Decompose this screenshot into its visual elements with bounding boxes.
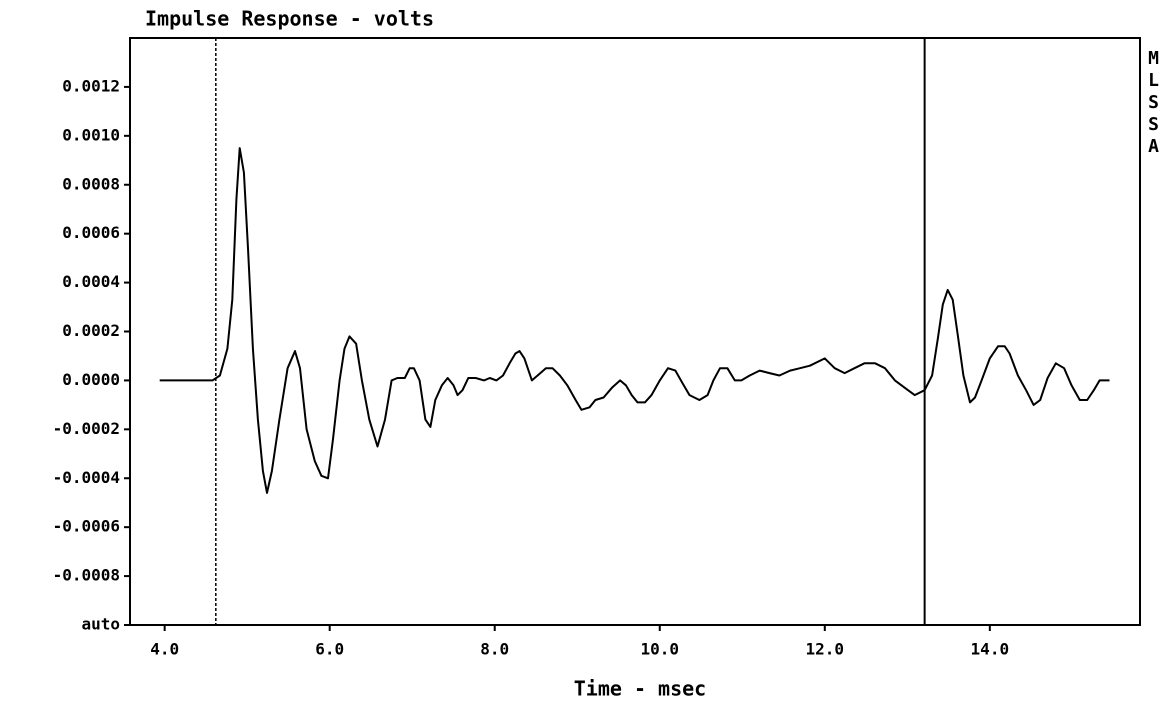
y-tick-label: -0.0002 — [53, 419, 120, 438]
y-tick-label: 0.0002 — [62, 321, 120, 340]
y-tick-label: -0.0006 — [53, 517, 120, 536]
plot-frame — [129, 37, 1141, 626]
chart-title: Impulse Response - volts — [145, 7, 434, 31]
y-tick-label: -0.0004 — [53, 468, 120, 487]
response-line — [159, 147, 1110, 494]
y-tick-label: 0.0000 — [62, 370, 120, 389]
y-tick-label: 0.0006 — [62, 223, 120, 242]
y-tick-label: 0.0012 — [62, 76, 120, 95]
side-label: MLSSA — [1143, 48, 1164, 158]
x-axis-label: Time - msec — [574, 677, 706, 701]
y-tick-label: -0.0008 — [53, 566, 120, 585]
x-tick-label: 14.0 — [971, 640, 1010, 659]
x-tick-label: 6.0 — [315, 640, 344, 659]
y-tick-label: 0.0004 — [62, 272, 120, 291]
y-tick-label: auto — [81, 615, 120, 634]
x-tick-label: 12.0 — [806, 640, 845, 659]
x-tick-label: 10.0 — [640, 640, 679, 659]
y-tick-label: 0.0008 — [62, 174, 120, 193]
y-tick-label: 0.0010 — [62, 125, 120, 144]
x-tick-label: 4.0 — [150, 640, 179, 659]
x-tick-label: 8.0 — [480, 640, 509, 659]
